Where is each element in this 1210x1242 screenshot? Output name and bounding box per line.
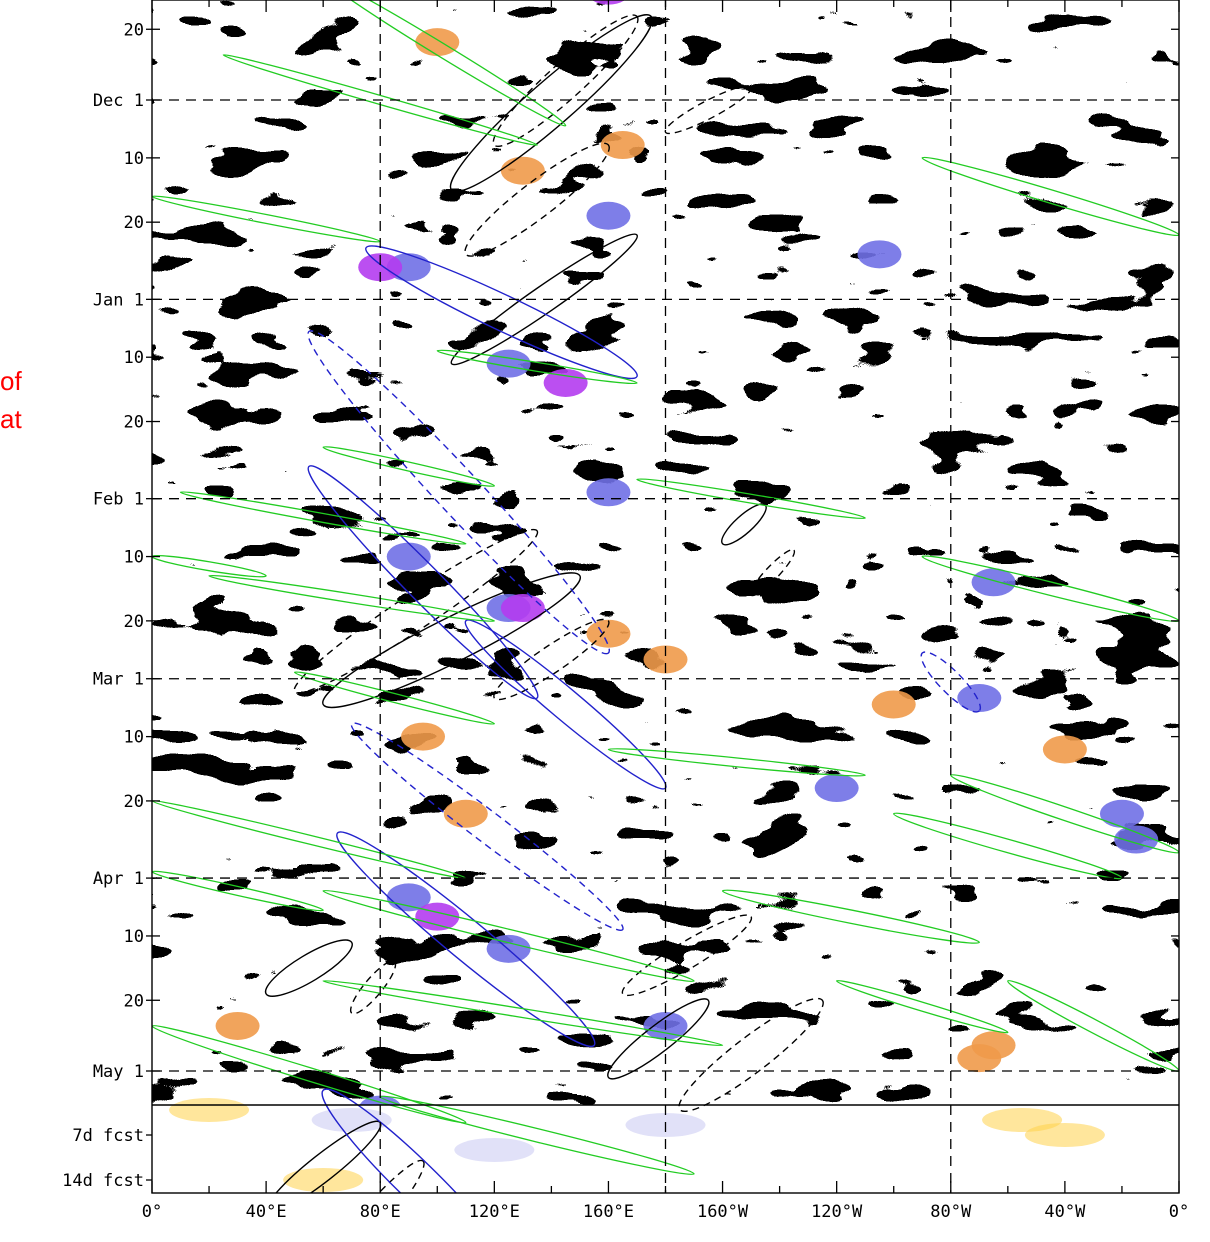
anomaly-core [358, 253, 403, 282]
kelvin-contour [436, 349, 638, 385]
y-tick-label: 10 [124, 548, 144, 568]
y-tick-label: 20 [124, 612, 144, 632]
y-tick-label: 10 [124, 927, 144, 947]
kelvin-contour [293, 671, 495, 725]
y-tick-label: Feb 1 [93, 490, 144, 510]
kelvin-contour [836, 979, 1009, 1034]
anomaly-core [957, 684, 1002, 713]
kelvin-contour [607, 748, 866, 777]
y-tick-label: 10 [124, 728, 144, 748]
y-tick-label: 20 [124, 213, 144, 233]
x-tick-label: 80°W [930, 1202, 972, 1222]
anomaly-core [415, 28, 460, 57]
er-contour [293, 528, 539, 694]
dashed-grid [152, 0, 1179, 1193]
mjo-contour [920, 651, 982, 713]
anomaly-core [1114, 825, 1159, 854]
x-tick-label: 120°W [811, 1202, 863, 1222]
er-contour [321, 1159, 425, 1193]
er-contour [607, 998, 710, 1080]
er-contour [621, 914, 753, 997]
x-tick-label: 40°E [246, 1202, 287, 1222]
y-tick-label: Apr 1 [93, 869, 144, 889]
er-contour [678, 997, 824, 1113]
x-tick-labels: 0° 40°E 80°E 120°E 160°E 160°W 120°W 80°W 40°W 0° [142, 1202, 1189, 1222]
anomaly-core [443, 799, 488, 828]
anomaly-core [1042, 735, 1087, 764]
anomaly-core [386, 542, 431, 571]
kelvin-contour [721, 889, 980, 944]
kelvin-contour [322, 980, 724, 1047]
x-tick-label: 80°E [360, 1202, 401, 1222]
y-tick-label: 20 [124, 20, 144, 40]
er-contour [464, 142, 610, 257]
mjo-contour [307, 330, 611, 655]
anomaly-core [643, 645, 688, 674]
y-tick-label: May 1 [93, 1062, 144, 1082]
anomaly-core [1099, 799, 1144, 828]
kelvin-contour [322, 446, 495, 487]
x-tick-label: 0° [142, 1202, 162, 1222]
mjo-contour [365, 245, 638, 380]
side-annotation-at: at [0, 404, 22, 434]
anomaly-core [415, 902, 460, 931]
side-annotation-of: of [0, 366, 22, 396]
y-tick-label: 20 [124, 991, 144, 1011]
forecast-anomaly [283, 1168, 364, 1192]
y-tick-label: Jan 1 [93, 290, 144, 310]
anomaly-core [971, 568, 1016, 597]
anomaly-core [215, 1011, 260, 1040]
anomaly-core [857, 240, 902, 269]
axes [146, 0, 1180, 1194]
er-contour [449, 14, 653, 193]
forecast-anomaly [169, 1098, 250, 1122]
kelvin-contour [322, 0, 567, 127]
mjo-contour [307, 465, 539, 700]
y-tick-label: 20 [124, 792, 144, 812]
anomaly-core [957, 1044, 1002, 1073]
y-tick-label: 10 [124, 149, 144, 169]
x-tick-label: 120°E [469, 1202, 520, 1222]
kelvin-contour [222, 54, 538, 146]
kelvin-contour [636, 478, 866, 520]
y-tick-label: Dec 1 [93, 91, 144, 111]
anomaly-core [814, 774, 859, 803]
anomaly-core [386, 883, 431, 912]
forecast-label: 14d fcst [62, 1171, 144, 1191]
er-contour [664, 85, 752, 135]
x-tick-label: 160°W [697, 1202, 749, 1222]
y-tick-label: 10 [124, 348, 144, 368]
er-contour [450, 233, 638, 366]
forecast-anomaly [1024, 1123, 1105, 1147]
x-tick-label: 160°E [583, 1202, 634, 1222]
kelvin-contour [208, 574, 495, 622]
er-contour [493, 618, 610, 701]
anomaly-core [500, 594, 545, 623]
anomaly-core [401, 722, 446, 751]
forecast-anomaly [454, 1138, 535, 1162]
anomaly-core [586, 201, 631, 230]
anomaly-core [586, 619, 631, 648]
anomaly-core [543, 368, 588, 397]
anomaly-core [600, 131, 645, 160]
y-tick-label: Mar 1 [93, 670, 144, 690]
y-tick-labels: 20 Dec 1 10 20 Jan 1 10 20 Feb 1 10 20 Mar 1 10 20 Ap… [62, 20, 144, 1191]
mjo-contour [336, 831, 596, 1048]
anomaly-core [500, 156, 545, 185]
x-tick-label: 0° [1169, 1202, 1189, 1222]
anomaly-core [871, 690, 916, 719]
kelvin-contour [152, 1024, 467, 1124]
x-tick-label: 40°W [1044, 1202, 1086, 1222]
er-contour [749, 548, 796, 597]
anomaly-core [586, 478, 631, 507]
er-contour [264, 939, 353, 997]
kelvin-contour [179, 491, 467, 545]
er-contour [322, 572, 581, 709]
mjo-contour [350, 722, 624, 931]
forecast-label: 7d fcst [72, 1126, 144, 1146]
mjo-contour [321, 1088, 511, 1193]
y-tick-label: 20 [124, 413, 144, 433]
kelvin-contour [322, 889, 695, 983]
